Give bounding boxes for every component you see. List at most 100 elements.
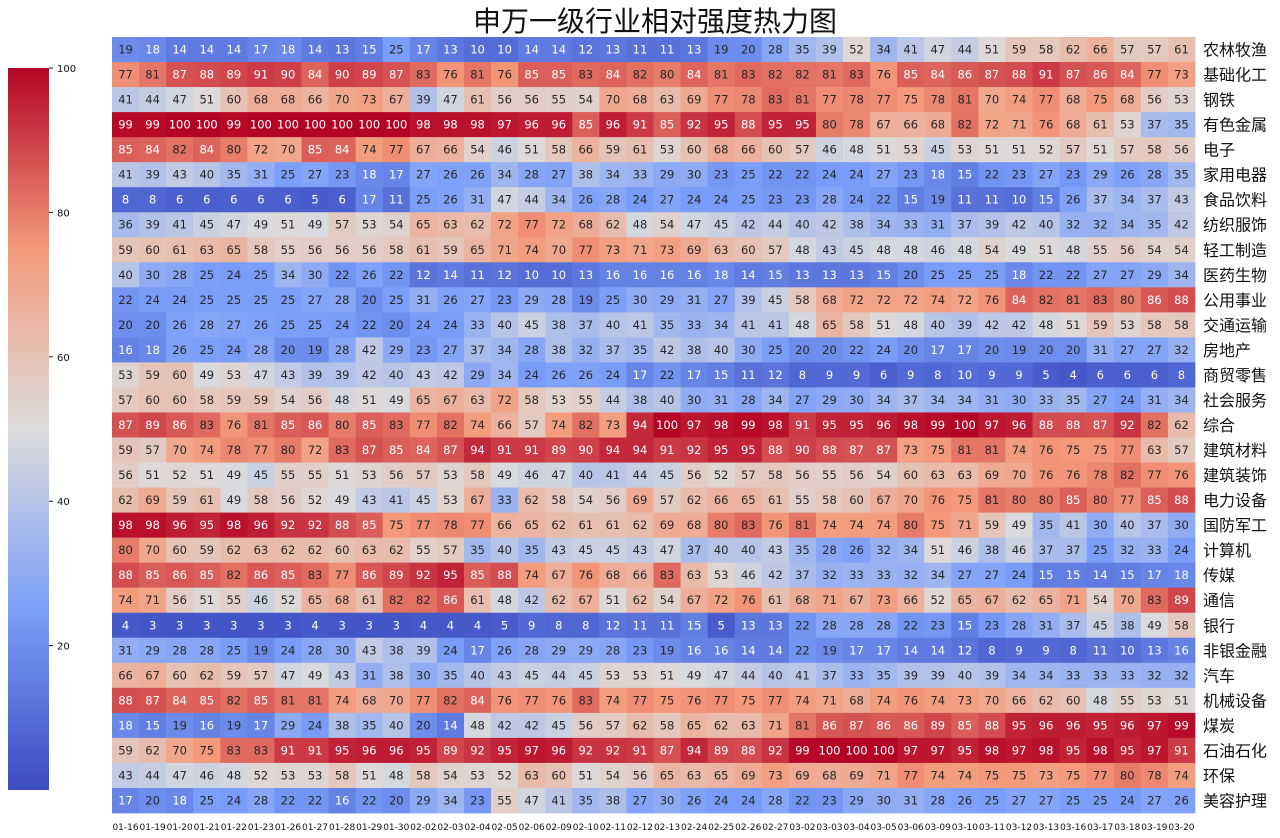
cell-value-label: 6 — [203, 193, 210, 207]
cell-value-label: 31 — [1093, 343, 1108, 357]
cell-value-label: 18 — [362, 168, 377, 182]
cell-value-label: 62 — [145, 743, 160, 757]
heatmap-cell — [247, 387, 275, 413]
heatmap-cell — [518, 512, 546, 539]
cell-value-label: 84 — [145, 143, 160, 157]
heatmap-cell — [951, 337, 979, 363]
heatmap-cell — [436, 562, 465, 589]
heatmap-cell — [301, 512, 329, 539]
heatmap-cell — [463, 687, 492, 714]
heatmap-cell — [815, 712, 844, 739]
cell-value-label: 41 — [118, 93, 133, 107]
cell-value-label: 23 — [714, 168, 729, 182]
column-label: 03-02 — [789, 823, 815, 833]
cell-value-label: 95 — [416, 743, 431, 757]
heatmap-cell — [951, 112, 979, 138]
heatmap-cell — [707, 337, 736, 363]
heatmap-cell — [843, 587, 871, 614]
heatmap-cell — [1032, 337, 1061, 363]
heatmap-cell — [1032, 687, 1061, 714]
cell-value-label: 53 — [308, 768, 323, 782]
cell-value-label: 28 — [199, 318, 214, 332]
heatmap-cell — [978, 737, 1006, 764]
cell-value-label: 10 — [1012, 193, 1027, 207]
cell-value-label: 89 — [389, 568, 404, 582]
heatmap-cell — [382, 762, 411, 789]
heatmap-cell — [734, 762, 763, 789]
cell-value-label: 11 — [470, 268, 485, 282]
cell-value-label: 31 — [362, 668, 377, 682]
heatmap-cell — [112, 362, 140, 388]
heatmap-cell — [220, 112, 248, 138]
heatmap-cell — [1086, 712, 1115, 739]
cell-value-label: 86 — [958, 68, 973, 82]
heatmap-cell — [1059, 362, 1088, 388]
heatmap-cell — [301, 537, 329, 564]
heatmap-cell — [653, 137, 681, 163]
cell-value-label: 71 — [822, 593, 837, 607]
heatmap-cell — [761, 787, 790, 814]
cell-value-label: 18 — [714, 268, 729, 282]
cell-value-label: 68 — [281, 93, 296, 107]
heatmap-cell — [815, 387, 844, 413]
cell-value-label: 13 — [606, 43, 621, 57]
cell-value-label: 48 — [903, 243, 918, 257]
cell-value-label: 35 — [1174, 118, 1189, 132]
cell-value-label: 82 — [958, 118, 973, 132]
heatmap-cell — [355, 262, 384, 288]
cell-value-label: 89 — [443, 743, 458, 757]
heatmap-cell — [815, 637, 844, 664]
cell-value-label: 56 — [118, 468, 133, 482]
heatmap-cell — [924, 287, 952, 313]
column-label: 01-23 — [248, 823, 274, 833]
heatmap-cell — [626, 712, 654, 739]
heatmap-cell — [491, 187, 519, 213]
cell-value-label: 51 — [524, 143, 539, 157]
cell-value-label: 15 — [903, 193, 918, 207]
cell-value-label: 22 — [768, 168, 783, 182]
cell-value-label: 76 — [497, 68, 512, 82]
cell-value-label: 72 — [903, 293, 918, 307]
cell-value-label: 52 — [1039, 143, 1054, 157]
heatmap-cell — [247, 762, 275, 789]
cell-value-label: 20 — [118, 318, 133, 332]
heatmap-cell — [112, 237, 140, 263]
heatmap-cell — [247, 212, 275, 238]
cell-value-label: 76 — [443, 68, 458, 82]
heatmap-cell — [545, 112, 573, 138]
cell-value-label: 99 — [227, 118, 242, 132]
cell-value-label: 84 — [1012, 293, 1027, 307]
cell-value-label: 96 — [1012, 418, 1027, 432]
cell-value-label: 15 — [1066, 568, 1081, 582]
heatmap-cell — [409, 487, 438, 514]
cell-value-label: 27 — [633, 793, 648, 807]
heatmap-cell — [707, 362, 736, 388]
heatmap-cell — [220, 287, 248, 313]
heatmap-cell — [1005, 687, 1033, 714]
cell-value-label: 33 — [497, 493, 512, 507]
heatmap-cell — [112, 687, 140, 714]
heatmap-cell — [843, 662, 871, 689]
heatmap-cell — [274, 637, 302, 664]
cell-value-label: 73 — [606, 418, 621, 432]
cell-value-label: 47 — [254, 368, 269, 382]
cell-value-label: 77 — [714, 693, 729, 707]
heatmap-cell — [1005, 537, 1033, 564]
cell-value-label: 3 — [338, 618, 345, 632]
heatmap-cell — [680, 237, 709, 263]
cell-value-label: 54 — [470, 143, 485, 157]
heatmap-cell — [1005, 162, 1033, 188]
heatmap-cell — [382, 262, 411, 288]
heatmap-cell — [707, 462, 736, 488]
cell-value-label: 17 — [849, 643, 864, 657]
cell-value-label: 34 — [551, 193, 566, 207]
cell-value-label: 66 — [903, 593, 918, 607]
heatmap-cell — [545, 412, 573, 438]
heatmap-cell — [409, 787, 438, 814]
cell-value-label: 77 — [633, 693, 648, 707]
heatmap-cell — [545, 562, 573, 589]
heatmap-cell — [247, 512, 275, 539]
cell-value-label: 17 — [254, 43, 269, 57]
cell-value-label: 99 — [930, 418, 945, 432]
heatmap-cell — [599, 212, 627, 238]
